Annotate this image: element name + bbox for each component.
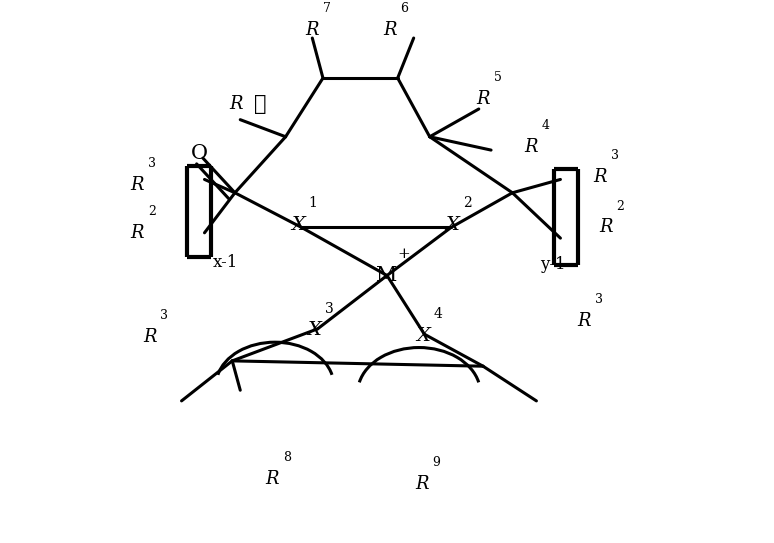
Text: O: O <box>190 144 207 163</box>
Text: 3: 3 <box>611 149 619 162</box>
Text: R: R <box>230 94 243 112</box>
Text: R: R <box>142 328 156 346</box>
Text: 4: 4 <box>434 307 443 321</box>
Text: R: R <box>524 138 538 156</box>
Text: X: X <box>416 327 430 345</box>
Text: y-1: y-1 <box>539 256 565 273</box>
Text: 3: 3 <box>324 301 334 315</box>
Text: 4: 4 <box>542 119 550 132</box>
Text: 8: 8 <box>283 451 291 464</box>
Text: x-1: x-1 <box>213 254 238 270</box>
Text: 3: 3 <box>160 309 168 322</box>
Text: M: M <box>376 266 398 285</box>
Text: 7: 7 <box>323 2 330 15</box>
Text: 9: 9 <box>433 456 440 469</box>
Text: 3: 3 <box>148 157 156 170</box>
Text: 2: 2 <box>616 199 625 212</box>
Text: 2: 2 <box>464 197 472 210</box>
Text: 2: 2 <box>148 205 156 218</box>
Text: R: R <box>306 21 319 39</box>
Text: X: X <box>291 216 305 235</box>
Text: R: R <box>131 176 144 194</box>
Text: 6: 6 <box>400 2 409 15</box>
Text: R: R <box>476 90 490 109</box>
Text: X: X <box>446 216 460 235</box>
Text: 3: 3 <box>595 293 603 306</box>
Text: +: + <box>398 247 410 261</box>
Text: R: R <box>383 21 396 39</box>
Text: R: R <box>265 470 279 488</box>
Text: 1: 1 <box>309 197 317 210</box>
Text: R: R <box>577 312 591 330</box>
Text: 光: 光 <box>254 93 266 113</box>
Text: X: X <box>307 321 321 339</box>
Text: R: R <box>415 475 429 493</box>
Text: R: R <box>599 218 612 236</box>
Text: R: R <box>131 224 144 242</box>
Text: R: R <box>594 168 607 186</box>
Text: 5: 5 <box>494 72 502 85</box>
